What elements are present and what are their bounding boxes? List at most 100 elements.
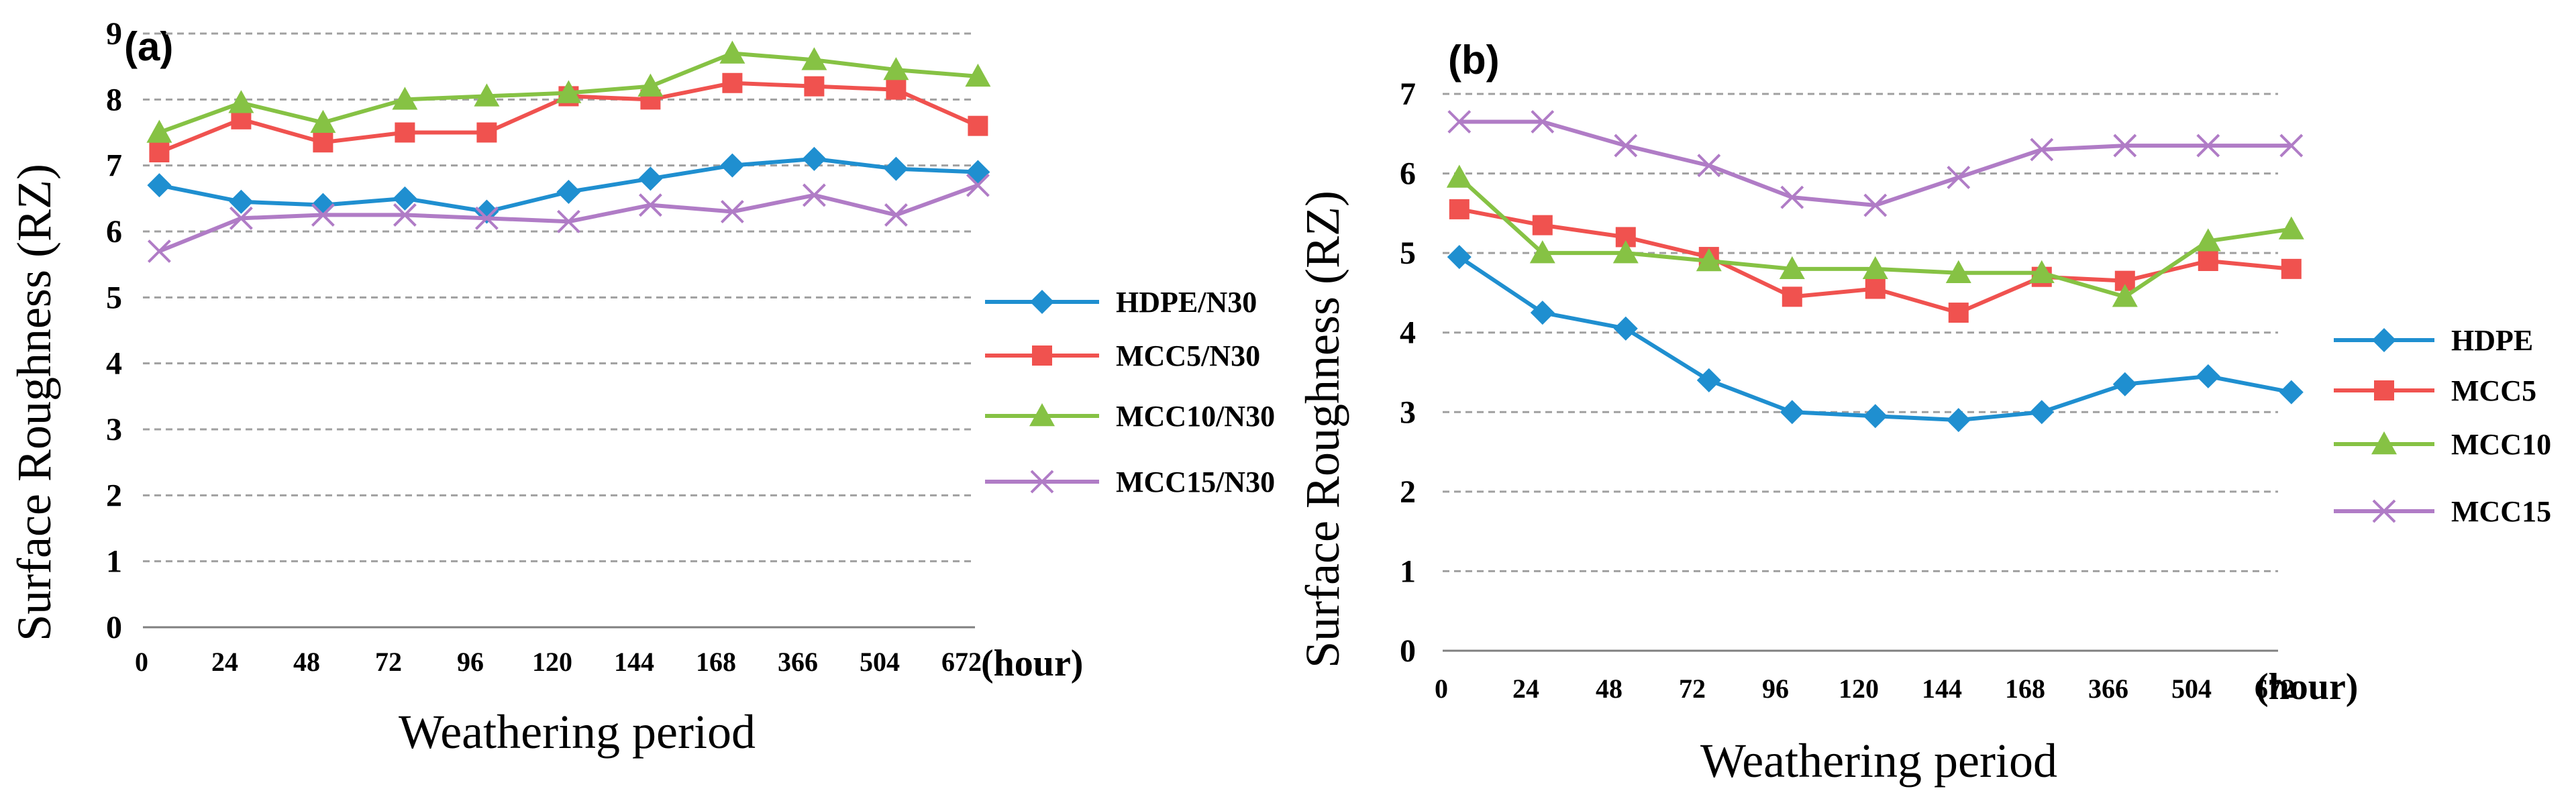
y-axis-title: Surface Roughness (RZ) — [1296, 191, 1349, 668]
data-point — [474, 206, 499, 230]
data-point — [2195, 228, 2221, 252]
series-hdpe-n30 — [147, 146, 990, 224]
x-tick-label: 366 — [778, 647, 818, 677]
y-tick-label: 0 — [1400, 633, 1416, 669]
x-tick-label: 48 — [1596, 674, 1622, 704]
data-point — [311, 193, 336, 217]
legend-label: HDPE/N30 — [1116, 286, 1257, 319]
data-point — [1530, 301, 1555, 325]
data-point — [1449, 199, 1470, 219]
data-point — [1613, 316, 1638, 341]
x-tick-label: 24 — [211, 647, 238, 677]
series-line — [1459, 119, 2291, 207]
y-tick-label: 7 — [1400, 76, 1416, 112]
legend-label: MCC15/N30 — [1116, 466, 1275, 498]
y-tick-label: 9 — [106, 16, 122, 52]
legend-entry: MCC15 — [2334, 495, 2551, 528]
legend-label: MCC15 — [2451, 495, 2551, 528]
data-point — [149, 142, 170, 162]
x-axis-title: Weathering period — [399, 705, 756, 759]
y-tick-label: 2 — [1400, 474, 1416, 510]
x-tick-label: 144 — [1922, 674, 1962, 704]
legend-marker — [2374, 380, 2394, 400]
x-tick-label: 504 — [860, 647, 900, 677]
data-point — [883, 57, 909, 81]
data-point — [147, 173, 172, 198]
y-tick-label: 0 — [106, 610, 122, 645]
data-point — [395, 122, 415, 143]
data-point — [2113, 134, 2137, 158]
data-point — [722, 72, 743, 93]
data-point — [1447, 110, 1472, 134]
legend-label: HDPE — [2451, 324, 2533, 357]
data-point — [1447, 245, 1472, 270]
legend-entry: MCC10 — [2334, 428, 2551, 461]
data-point — [802, 146, 827, 171]
x-tick-label: 48 — [293, 647, 320, 677]
data-point — [804, 76, 825, 97]
data-point — [1531, 110, 1555, 134]
legend-entry: HDPE/N30 — [985, 286, 1257, 319]
y-tick-label: 7 — [106, 148, 122, 184]
panel-label: (b) — [1448, 38, 1500, 83]
series-mcc15 — [1447, 110, 2304, 217]
legend-marker — [2371, 431, 2397, 455]
data-point — [147, 239, 171, 263]
legend-entry: MCC15/N30 — [985, 466, 1275, 498]
x-tick-label: 120 — [1839, 674, 1879, 704]
data-point — [1614, 134, 1638, 158]
y-tick-label: 3 — [1400, 394, 1416, 430]
data-point — [2030, 138, 2054, 162]
x-tick-label: 168 — [2005, 674, 2045, 704]
legend-label: MCC5 — [2451, 374, 2536, 407]
y-tick-label: 5 — [106, 280, 122, 315]
x-tick-label: 96 — [1762, 674, 1789, 704]
data-point — [1863, 193, 1888, 217]
data-point — [1780, 185, 1804, 209]
series-hdpe — [1447, 245, 2304, 433]
y-tick-label: 2 — [106, 478, 122, 513]
data-point — [311, 203, 335, 227]
data-point — [1865, 278, 1886, 299]
series-mcc10-n30 — [146, 40, 991, 143]
data-point — [1780, 400, 1804, 425]
data-point — [1779, 256, 1805, 280]
x-tick-label: 72 — [1679, 674, 1706, 704]
x-unit-label: (hour) — [981, 643, 1083, 684]
x-tick-label: 144 — [614, 647, 654, 677]
legend-marker — [1030, 470, 1054, 494]
x-tick-label: 366 — [2088, 674, 2128, 704]
data-point — [966, 160, 990, 184]
x-tick-label: 504 — [2171, 674, 2212, 704]
y-tick-label: 4 — [106, 346, 122, 382]
y-tick-label: 6 — [106, 214, 122, 250]
data-point — [1612, 240, 1639, 264]
y-tick-label: 8 — [106, 82, 122, 117]
data-point — [638, 193, 662, 217]
data-point — [720, 153, 745, 178]
y-tick-label: 6 — [1400, 156, 1416, 192]
data-point — [1946, 408, 1971, 433]
data-point — [2196, 134, 2220, 158]
y-tick-label: 1 — [106, 544, 122, 580]
data-point — [637, 73, 664, 97]
data-point — [2112, 372, 2137, 396]
legend-marker — [2372, 328, 2396, 352]
data-point — [146, 119, 172, 143]
data-point — [2198, 251, 2218, 271]
x-tick-label: 120 — [532, 647, 572, 677]
data-point — [719, 40, 745, 64]
data-point — [228, 90, 254, 113]
data-point — [2279, 134, 2304, 158]
data-point — [1697, 154, 1721, 178]
data-point — [474, 83, 500, 107]
data-point — [2279, 380, 2304, 405]
data-point — [2029, 400, 2054, 425]
data-point — [310, 109, 336, 133]
x-tick-label: 672 — [2255, 674, 2295, 704]
x-tick-label: 0 — [135, 647, 148, 677]
data-point — [2196, 364, 2220, 388]
data-point — [1863, 404, 1888, 429]
data-point — [966, 173, 990, 197]
